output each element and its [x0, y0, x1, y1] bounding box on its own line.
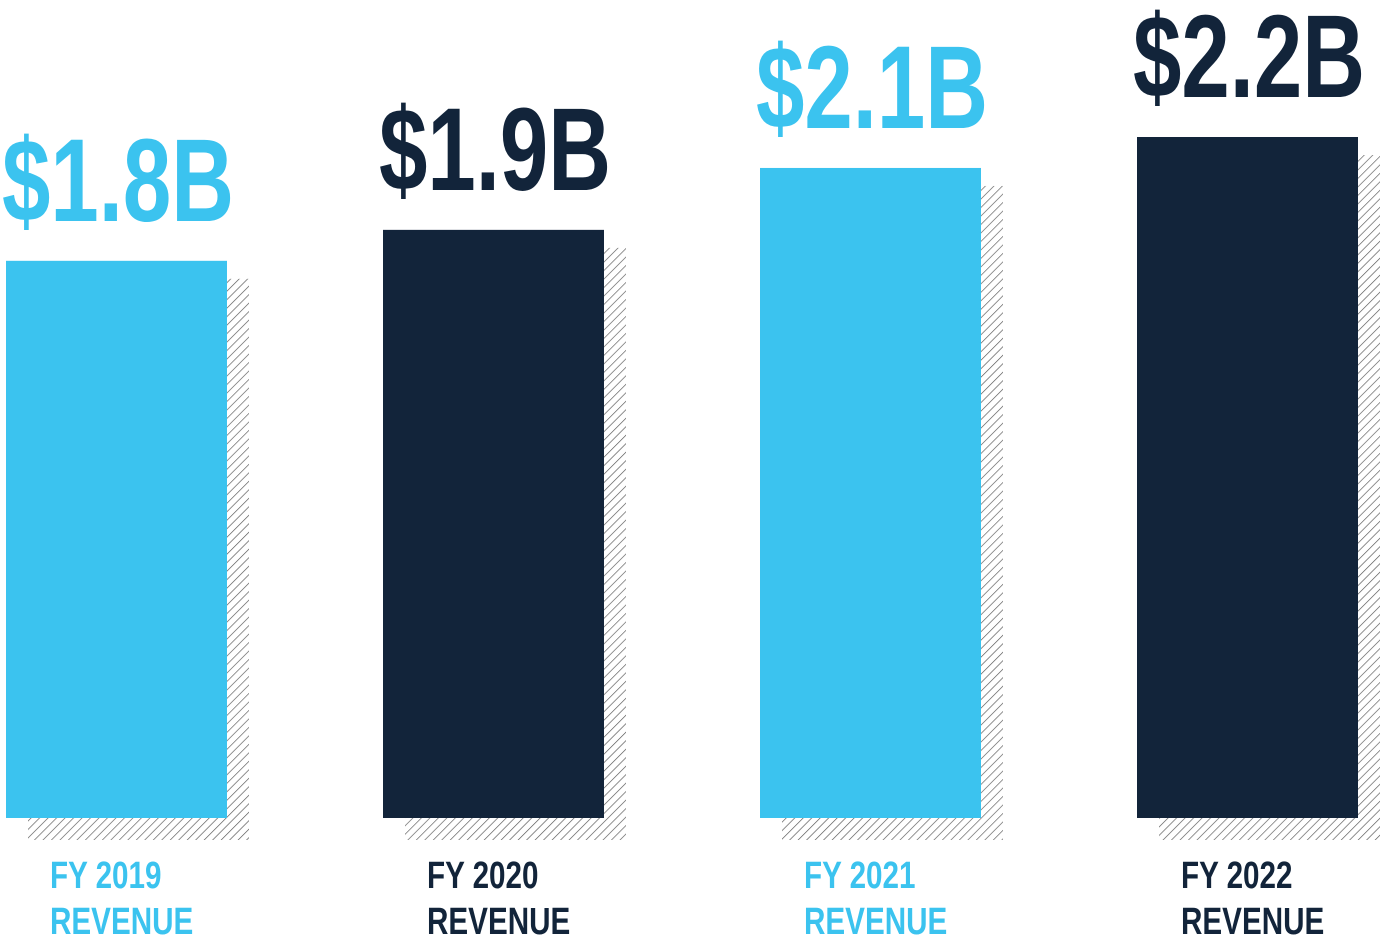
category-label: FY 2022 REVENUE: [1181, 855, 1325, 940]
value-label: $1.9B: [379, 84, 611, 216]
bar: [383, 229, 604, 818]
bar: [1137, 137, 1358, 818]
value-label: $2.2B: [1133, 0, 1365, 123]
category-label: FY 2019 REVENUE: [50, 855, 194, 940]
value-label: $1.8B: [2, 115, 234, 247]
category-label: FY 2020 REVENUE: [427, 855, 571, 940]
bar: [6, 260, 227, 818]
category-label: FY 2021 REVENUE: [804, 855, 948, 940]
bar: [760, 167, 981, 819]
value-label: $2.1B: [756, 22, 988, 154]
